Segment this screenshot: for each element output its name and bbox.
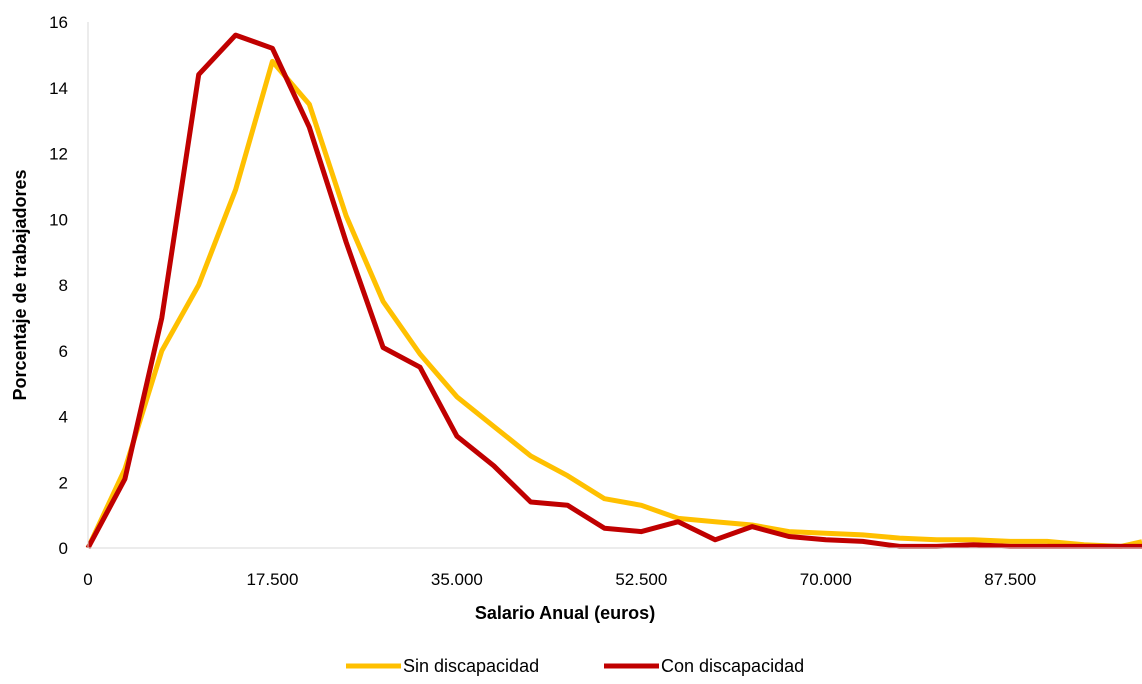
legend-label: Sin discapacidad	[403, 656, 539, 676]
series-layer	[85, 32, 1142, 550]
legend-label: Con discapacidad	[661, 656, 804, 676]
y-tick-label: 12	[49, 145, 68, 164]
y-axis-title: Porcentaje de trabajadores	[10, 169, 30, 400]
y-tick-label: 16	[49, 13, 68, 32]
y-tick-label: 10	[49, 210, 68, 229]
y-tick-label: 8	[59, 276, 68, 295]
x-tick-label: 0	[83, 570, 92, 589]
x-tick-label: 87.500	[984, 570, 1036, 589]
plot-area	[85, 22, 1142, 550]
series-line-sin-discapacidad	[85, 58, 1142, 550]
y-tick-label: 6	[59, 342, 68, 361]
x-tick-labels: 0 17.500 35.000 52.500 70.000 87.500	[83, 570, 1036, 589]
x-tick-label: 35.000	[431, 570, 483, 589]
legend: Sin discapacidad Con discapacidad	[346, 656, 804, 676]
series-line-con-discapacidad	[85, 32, 1142, 550]
x-tick-label: 17.500	[246, 570, 298, 589]
x-tick-label: 70.000	[800, 570, 852, 589]
y-tick-label: 14	[49, 79, 68, 98]
y-tick-label: 4	[59, 408, 68, 427]
y-tick-labels: 0 2 4 6 8 10 12 14 16	[49, 13, 68, 558]
y-tick-label: 2	[59, 473, 68, 492]
x-tick-label: 52.500	[615, 570, 667, 589]
y-tick-label: 0	[59, 539, 68, 558]
x-axis-title: Salario Anual (euros)	[475, 603, 655, 623]
